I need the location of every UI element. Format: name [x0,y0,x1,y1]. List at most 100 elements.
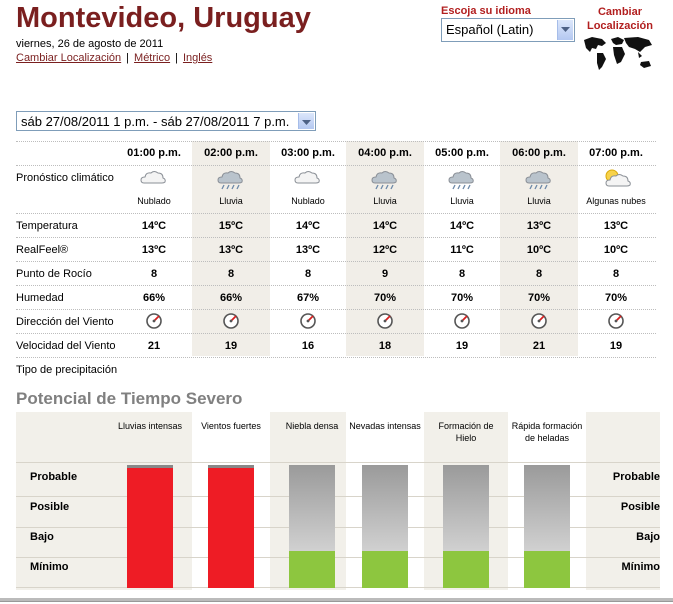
hour-header: 06:00 p.m. [512,147,566,159]
dew-value: 8 [227,268,235,280]
temp-value: 13ºC [603,220,629,232]
wind-direction-icon [145,312,163,335]
wind-direction-icon [376,312,394,335]
row-label-wind-dir: Dirección del Viento [16,316,114,328]
severe-weather-title: Potencial de Tiempo Severo [16,389,243,408]
humidity-value: 70% [373,292,397,304]
severe-grid-line [16,587,660,588]
realfeel-value: 10ºC [603,244,629,256]
humidity-value: 70% [527,292,551,304]
link-separator: | [126,52,130,64]
english-link[interactable]: Inglés [182,52,213,64]
severe-grid-line [16,496,660,497]
change-location-line1: Cambiar [597,6,643,18]
humidity-value: 66% [142,292,166,304]
wind-direction-icon [299,312,317,335]
wind-speed-value: 21 [147,340,161,352]
chevron-down-icon[interactable] [557,20,573,40]
rain-icon [370,167,400,196]
severe-level-label-right: Mínimo [621,561,661,573]
dew-value: 8 [304,268,312,280]
row-divider [16,333,656,334]
hour-header: 04:00 p.m. [358,147,412,159]
severe-bar-fill [443,551,489,588]
chevron-down-icon[interactable] [298,113,314,129]
dew-value: 8 [458,268,466,280]
world-map-icon[interactable] [580,34,656,79]
severe-column-header: Rápida formación de heladas [511,421,583,443]
severe-bar-fill [362,551,408,588]
severe-level-label-left: Mínimo [30,561,69,573]
humidity-value: 70% [604,292,628,304]
realfeel-value: 10ºC [526,244,552,256]
temp-value: 14ºC [295,220,321,232]
severe-bar-fill [289,551,335,588]
severe-bar-fill [208,465,254,588]
row-divider [16,213,656,214]
realfeel-value: 12ºC [372,244,398,256]
language-select[interactable]: Español (Latin) [441,18,575,42]
severe-level-label-left: Posible [30,501,70,513]
temp-value: 15ºC [218,220,244,232]
severe-column-header: Vientos fuertes [201,421,261,431]
temp-value: 14ºC [141,220,167,232]
dew-value: 8 [612,268,620,280]
realfeel-value: 13ºC [295,244,321,256]
dew-value: 8 [150,268,158,280]
row-label-wind-speed: Velocidad del Viento [16,340,116,352]
date-range-select[interactable]: sáb 27/08/2011 1 p.m. - sáb 27/08/2011 7… [16,111,316,131]
wind-direction-icon [453,312,471,335]
severe-grid-line [16,462,660,463]
wind-speed-value: 16 [301,340,315,352]
wind-speed-value: 19 [609,340,623,352]
row-divider [16,261,656,262]
footer-divider [0,598,673,602]
change-location-link[interactable]: Cambiar Localización [16,52,122,64]
severe-level-label-right: Posible [620,501,660,513]
severe-level-label-left: Probable [30,471,78,483]
condition-text: Algunas nubes [586,196,646,206]
row-divider [16,285,656,286]
rain-icon [447,167,477,196]
link-separator: | [175,52,178,64]
hour-header: 05:00 p.m. [435,147,489,159]
wind-speed-value: 21 [532,340,546,352]
severe-bar-fill [524,551,570,588]
humidity-value: 67% [296,292,320,304]
temp-value: 14ºC [449,220,475,232]
row-label-humidity: Humedad [16,292,64,304]
cloudy-icon [293,167,323,196]
realfeel-value: 13ºC [141,244,167,256]
row-divider [16,237,656,238]
severe-column-header: Lluvias intensas [117,421,183,431]
row-label-precip: Tipo de precipitación [16,364,118,376]
wind-speed-value: 19 [455,340,469,352]
partly-cloudy-icon [601,167,631,196]
hour-header: 01:00 p.m. [127,147,181,159]
temp-value: 13ºC [526,220,552,232]
hour-header: 02:00 p.m. [204,147,258,159]
metric-link[interactable]: Métrico [134,52,171,64]
rain-icon [524,167,554,196]
rain-icon [216,167,246,196]
condition-text: Lluvia [219,196,243,206]
humidity-value: 70% [450,292,474,304]
condition-text: Lluvia [373,196,397,206]
realfeel-value: 11ºC [450,244,474,256]
condition-text: Lluvia [527,196,551,206]
change-location-heading[interactable]: Cambiar Localización [578,5,662,33]
temp-value: 14ºC [372,220,398,232]
wind-direction-icon [530,312,548,335]
realfeel-value: 13ºC [218,244,244,256]
wind-speed-value: 19 [224,340,238,352]
severe-column-header: Nevadas intensas [349,421,421,431]
row-label-realfeel: RealFeel® [16,244,69,256]
severe-level-label-right: Probable [612,471,660,483]
severe-bar-fill [127,465,173,588]
wind-direction-icon [607,312,625,335]
dew-value: 9 [381,268,389,280]
language-select-value: Español (Latin) [446,22,534,37]
date-range-value: sáb 27/08/2011 1 p.m. - sáb 27/08/2011 7… [21,114,290,129]
condition-text: Lluvia [450,196,474,206]
humidity-value: 66% [219,292,243,304]
